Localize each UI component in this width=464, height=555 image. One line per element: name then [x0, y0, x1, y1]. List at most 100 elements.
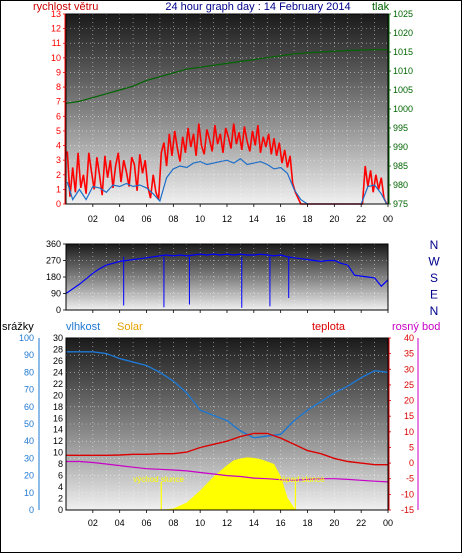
pressure-tick-label: 975 — [393, 199, 408, 209]
rain-tick-label: 90 — [24, 350, 34, 360]
series-layer — [65, 49, 389, 511]
humidity-tick-label: 6 — [58, 471, 63, 481]
compass-label: N — [430, 238, 439, 252]
x-tick-label: 08 — [168, 518, 178, 528]
temperature-tick-label: 40 — [404, 333, 414, 343]
dewpoint-label: rosný bod — [392, 321, 440, 333]
x-tick-label: 12 — [222, 518, 232, 528]
sunset-annotation: západ slunce — [277, 475, 325, 484]
temperature-tick-label: 35 — [404, 349, 414, 359]
humidity-tick-label: 4 — [58, 482, 63, 492]
rain-tick-label: 50 — [24, 419, 34, 429]
x-tick-label: 12 — [222, 214, 232, 224]
pressure-tick-label: 995 — [393, 123, 408, 133]
x-tick-label: 18 — [302, 214, 312, 224]
humidity-tick-label: 8 — [58, 459, 63, 469]
temperature-tick-label: -5 — [406, 474, 414, 484]
wind-tick-label: 4 — [56, 141, 61, 151]
temperature-tick-label: 25 — [404, 380, 414, 390]
humidity-tick-label: 18 — [53, 402, 63, 412]
header-left-label: rychlost větru — [33, 1, 98, 13]
pressure-tick-label: 1005 — [393, 85, 413, 95]
humidity-tick-label: 20 — [53, 390, 63, 400]
dewpoint-line — [66, 460, 389, 483]
temperature-tick-label: -15 — [401, 505, 414, 515]
pressure-tick-label: 980 — [393, 180, 408, 190]
chart-title: 24 hour graph day : 14 February 2014 — [165, 1, 350, 13]
x-tick-label: 22 — [356, 518, 366, 528]
label-layer: 0123456789101112139759809859909951000100… — [19, 9, 440, 528]
x-tick-label: 10 — [195, 214, 205, 224]
x-tick-label: 20 — [329, 518, 339, 528]
x-tick-label: 22 — [356, 214, 366, 224]
compass-label: W — [428, 255, 440, 269]
header-right-label: tlak — [372, 1, 390, 13]
temperature-tick-label: 0 — [409, 458, 414, 468]
solar-area — [161, 457, 296, 511]
wind-tick-label: 0 — [56, 199, 61, 209]
x-tick-label: 18 — [302, 518, 312, 528]
humidity-tick-label: 10 — [53, 448, 63, 458]
rain-tick-label: 40 — [24, 436, 34, 446]
humidity-tick-label: 14 — [53, 425, 63, 435]
temperature-tick-label: -10 — [401, 489, 414, 499]
x-tick-label: 06 — [141, 214, 151, 224]
humidity-tick-label: 22 — [53, 379, 63, 389]
wind-tick-label: 1 — [56, 184, 61, 194]
x-tick-label: 04 — [115, 214, 125, 224]
axis-layer — [38, 13, 419, 513]
x-tick-label: 06 — [141, 518, 151, 528]
humidity-tick-label: 0 — [58, 505, 63, 515]
x-tick-label: 02 — [88, 214, 98, 224]
compass-label: N — [430, 304, 439, 318]
pressure-tick-label: 990 — [393, 142, 408, 152]
pressure-tick-label: 1020 — [393, 28, 413, 38]
rain-tick-label: 100 — [19, 333, 34, 343]
rain-tick-label: 0 — [29, 505, 34, 515]
rain-tick-label: 10 — [24, 488, 34, 498]
x-tick-label: 00 — [383, 518, 393, 528]
temperature-label: teplota — [312, 321, 346, 333]
rain-tick-label: 80 — [24, 367, 34, 377]
humidity-tick-label: 30 — [53, 333, 63, 343]
wind-tick-label: 13 — [51, 9, 61, 19]
x-tick-label: 02 — [88, 518, 98, 528]
wind-tick-label: 6 — [56, 111, 61, 121]
direction-tick-label: 0 — [56, 305, 61, 315]
direction-tick-label: 360 — [46, 239, 61, 249]
pressure-tick-label: 1025 — [393, 9, 413, 19]
rain-label: srážky — [2, 321, 34, 333]
rain-tick-label: 20 — [24, 471, 34, 481]
wind-tick-label: 11 — [52, 38, 61, 48]
wind-tick-label: 10 — [51, 53, 61, 63]
humidity-tick-label: 12 — [53, 436, 63, 446]
temperature-tick-label: 10 — [404, 427, 414, 437]
pressure-tick-label: 1010 — [393, 66, 413, 76]
wind-tick-label: 2 — [56, 170, 61, 180]
x-tick-label: 16 — [276, 518, 286, 528]
compass-label: E — [430, 288, 438, 302]
sunrise-annotation: východ slunce — [133, 475, 184, 484]
direction-tick-label: 180 — [46, 272, 61, 282]
temperature-tick-label: 20 — [404, 396, 414, 406]
pressure-tick-label: 1000 — [393, 104, 413, 114]
compass-label: S — [430, 271, 438, 285]
humidity-label: vlhkost — [66, 321, 100, 333]
x-tick-label: 16 — [276, 214, 286, 224]
rain-tick-label: 70 — [24, 385, 34, 395]
wind-tick-label: 7 — [56, 97, 61, 107]
humidity-tick-label: 2 — [58, 494, 63, 504]
wind-tick-label: 3 — [56, 155, 61, 165]
rain-tick-label: 60 — [24, 402, 34, 412]
solar-label: Solar — [117, 321, 143, 333]
temperature-tick-label: 15 — [404, 411, 414, 421]
temperature-tick-label: 30 — [404, 364, 414, 374]
pressure-tick-label: 1015 — [393, 47, 413, 57]
wind-tick-label: 9 — [56, 67, 61, 77]
pressure-tick-label: 985 — [393, 161, 408, 171]
x-tick-label: 04 — [115, 518, 125, 528]
x-tick-label: 00 — [383, 214, 393, 224]
direction-tick-label: 90 — [51, 289, 61, 299]
wind-tick-label: 12 — [51, 24, 61, 34]
